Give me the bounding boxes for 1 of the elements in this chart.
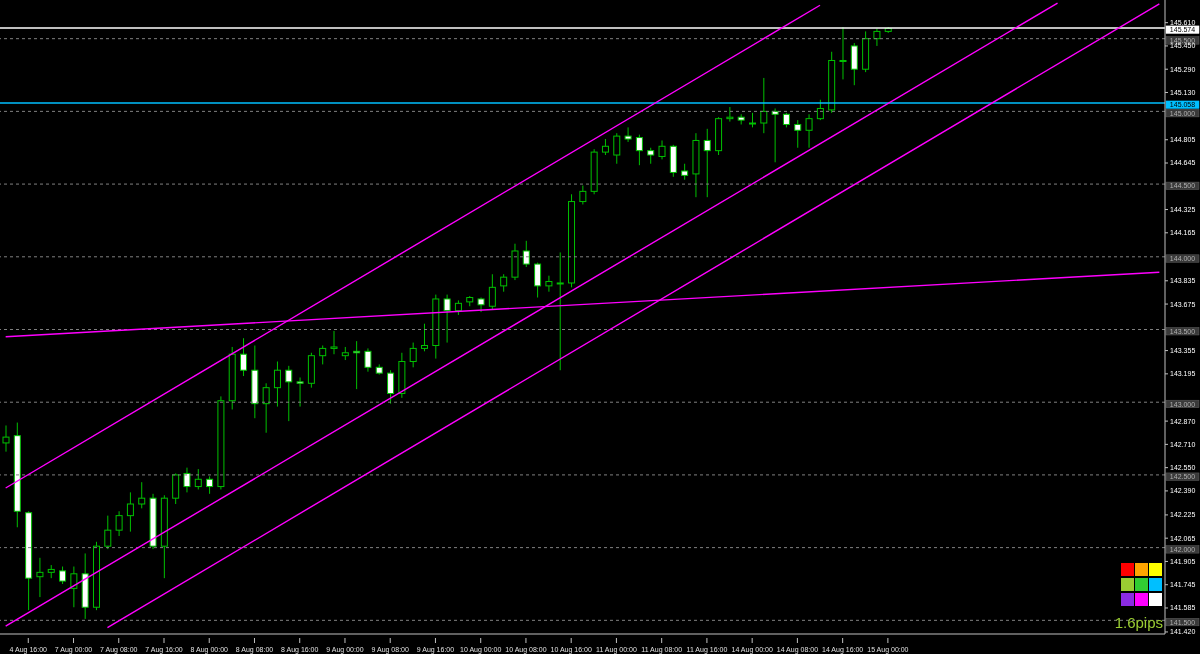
annotation: 1.6pips <box>1114 614 1163 631</box>
